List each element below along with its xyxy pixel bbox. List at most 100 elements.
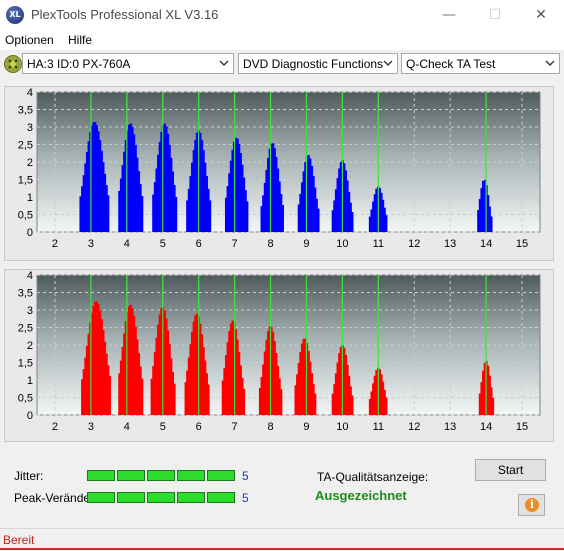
chart-bar <box>121 346 124 415</box>
jitter-value: 5 <box>242 469 249 483</box>
x-tick-label: 7 <box>232 421 238 433</box>
chart-bar <box>347 375 351 415</box>
chart-bar <box>273 341 276 415</box>
x-tick-label: 6 <box>196 238 202 250</box>
chart-bar <box>490 216 493 232</box>
chart-bar <box>98 140 102 232</box>
y-tick-label: 0 <box>27 410 33 422</box>
menu-optionen[interactable]: Optionen <box>5 33 54 47</box>
chart-bar <box>245 201 249 232</box>
chart-bar <box>338 168 341 232</box>
chart-bar <box>342 347 346 415</box>
test-select[interactable]: Q-Check TA Test <box>401 53 560 74</box>
maximize-button[interactable]: ☐ <box>488 7 502 23</box>
chart-bar <box>383 207 386 232</box>
chart-bar <box>123 333 126 415</box>
chart-bar <box>187 188 191 232</box>
jitter-chart: 4 3,5 3 2,5 2 1,5 1 0,5 0 2 3 4 5 6 7 8 9 10 11 12 13 14 15 <box>18 87 541 250</box>
chevron-down-icon <box>383 60 393 66</box>
y-tick-label: 0,5 <box>18 393 33 405</box>
chart-bar <box>333 200 336 232</box>
chart-bar <box>127 306 131 415</box>
chart-bar <box>184 382 187 415</box>
y-tick-label: 4 <box>27 87 33 99</box>
chart-bar <box>153 182 157 232</box>
chart-bar <box>174 197 178 232</box>
info-button[interactable]: i <box>518 494 545 516</box>
chart-bar <box>157 154 160 232</box>
chart-bar <box>121 165 124 232</box>
chart-bar <box>124 321 128 415</box>
close-button[interactable]: ✕ <box>535 7 547 23</box>
chart-bar <box>276 365 280 415</box>
chart-bar <box>271 143 275 232</box>
chart-bar <box>152 194 155 232</box>
chart-bar <box>169 358 173 415</box>
chart-bar <box>478 393 482 415</box>
chart-bar <box>155 337 158 415</box>
chart-bar <box>268 148 272 232</box>
chart-bar <box>300 343 304 415</box>
chart-bar <box>239 153 242 232</box>
chart-bar <box>168 344 171 415</box>
chart-bar <box>270 326 273 415</box>
chart-bar <box>315 198 318 232</box>
chart-bar <box>126 130 129 232</box>
chart-bar <box>94 302 97 415</box>
chart-bar <box>229 323 233 415</box>
chart-bar <box>94 122 97 232</box>
chart-bar <box>273 147 276 232</box>
x-tick-label: 3 <box>88 421 94 433</box>
chart-bar <box>478 198 482 232</box>
peak-meter-segment <box>207 492 235 503</box>
chart-bar <box>310 165 314 232</box>
chart-bar <box>163 123 166 232</box>
menu-hilfe[interactable]: Hilfe <box>68 33 93 47</box>
x-tick-label: 9 <box>303 421 309 433</box>
x-tick-label: 12 <box>408 238 420 250</box>
y-tick-label: 2,5 <box>18 323 33 335</box>
chart-bar <box>105 185 108 232</box>
chart-bar <box>223 368 226 415</box>
test-select-value: Q-Check TA Test <box>406 57 496 71</box>
chart-bar <box>265 169 268 232</box>
drive-icon-glyph <box>8 59 18 69</box>
chart-bar <box>344 354 348 415</box>
chart-bar <box>160 308 163 415</box>
start-button[interactable]: Start <box>475 459 546 481</box>
x-tick-label: 2 <box>52 238 58 250</box>
chart-bar <box>333 384 336 415</box>
x-tick-label: 3 <box>88 238 94 250</box>
chart-bar <box>134 326 137 415</box>
jitter-label: Jitter: <box>14 469 44 483</box>
chart-bar <box>160 131 163 232</box>
chart-bar <box>79 196 82 232</box>
chart-bar <box>480 382 483 415</box>
chart-bar <box>262 364 265 415</box>
chart-bar <box>334 189 338 232</box>
peak-shift-chart-panel: 4 3,5 3 2,5 2 1,5 1 0,5 0 2 3 4 5 6 7 8 9 10 11 12 13 14 15 <box>4 269 554 442</box>
chart-bar <box>158 314 162 415</box>
chart-bar <box>137 353 141 415</box>
chart-bar <box>334 373 338 415</box>
chart-bar <box>186 200 189 232</box>
minimize-button[interactable]: — <box>442 7 456 23</box>
chart-bar <box>97 304 100 415</box>
function-select[interactable]: DVD Diagnostic Functions <box>238 53 398 74</box>
chart-bar <box>265 339 268 415</box>
drive-select[interactable]: HA:3 ID:0 PX-760A <box>22 53 234 74</box>
chart-bar <box>380 374 383 415</box>
chart-bar <box>200 139 204 232</box>
toolbar: HA:3 ID:0 PX-760A DVD Diagnostic Functio… <box>0 52 564 76</box>
chart-bar <box>106 195 110 232</box>
chart-bar <box>192 150 196 232</box>
info-icon: i <box>525 498 539 512</box>
chart-bar <box>381 381 385 415</box>
chart-bar <box>165 126 168 232</box>
jitter-meter-segment <box>117 470 145 481</box>
chart-bar <box>302 171 305 232</box>
chart-bar <box>140 378 144 415</box>
chart-bar <box>186 370 189 415</box>
chart-bar <box>202 347 205 415</box>
chart-bar <box>380 192 383 232</box>
